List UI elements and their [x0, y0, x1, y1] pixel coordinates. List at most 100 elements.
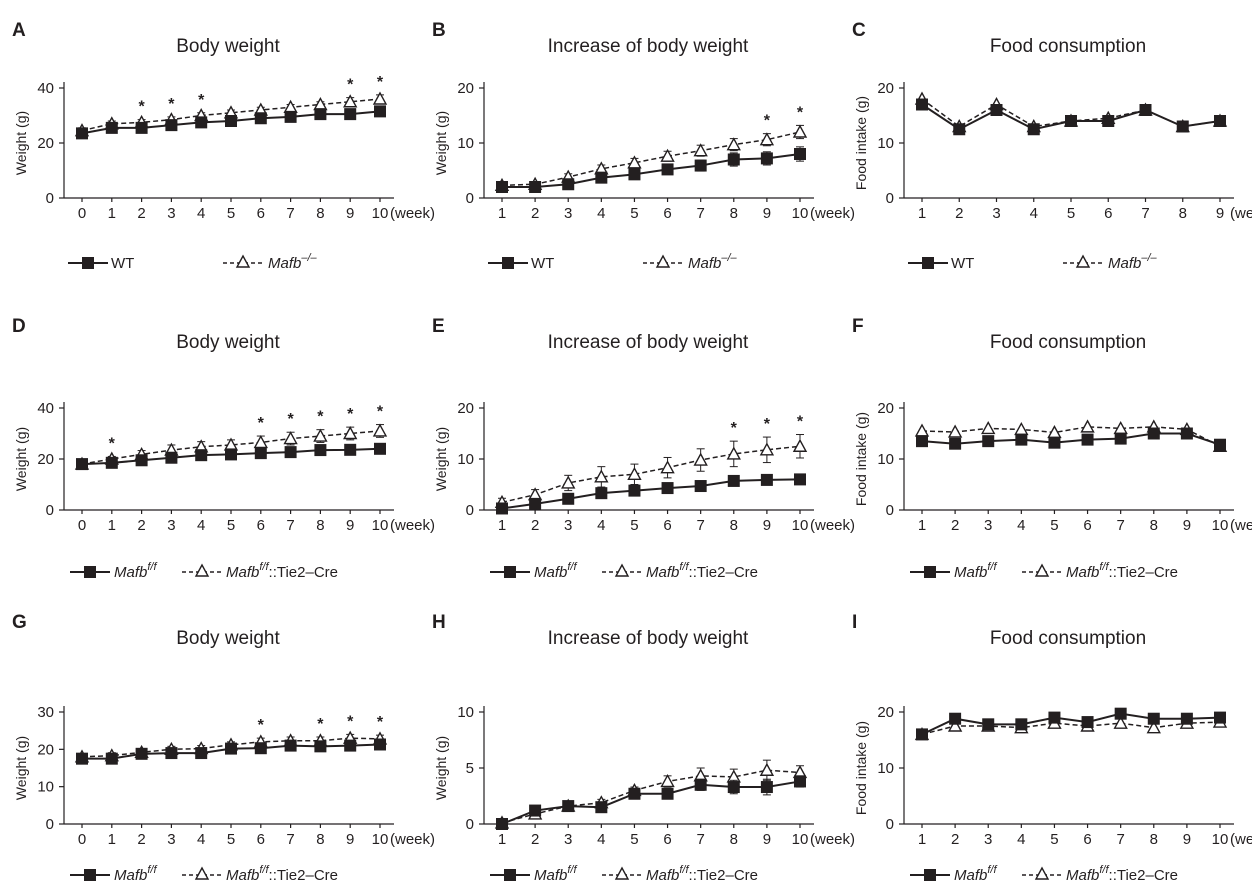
series-line — [502, 153, 801, 188]
data-point-square — [760, 152, 773, 165]
x-tick-label: 2 — [137, 831, 145, 848]
data-point-square — [595, 801, 608, 814]
data-point-square — [1081, 433, 1094, 446]
x-tick-label: 3 — [564, 205, 572, 222]
chart-title: Increase of body weight — [548, 332, 749, 353]
legend-label-tie2-main: Mafb — [1066, 564, 1099, 581]
data-point-square — [135, 454, 148, 467]
significance-asterisk: * — [287, 411, 294, 428]
x-tick-label: 6 — [663, 517, 671, 534]
legend-label-tie2-suffix: ::Tie2–Cre — [689, 867, 758, 884]
data-point-triangle — [343, 426, 358, 440]
chart-svg: C Food consumption Food intake (g) 0 10 20 1 2 3… — [852, 20, 1252, 272]
x-tick-label: 10 — [792, 205, 809, 222]
legend-label-tie2-sup: f/f — [259, 864, 269, 876]
panel-letter: I — [852, 612, 857, 633]
data-point-triangle — [283, 99, 298, 113]
x-tick-label: 6 — [1083, 517, 1091, 534]
y-tick-label: 10 — [877, 135, 894, 152]
x-tick-label: 5 — [1067, 205, 1075, 222]
data-point-triangle — [627, 155, 642, 169]
series-solid — [76, 105, 386, 140]
data-point-square — [225, 115, 237, 127]
significance-asterisk: * — [258, 415, 265, 432]
data-point-square — [195, 116, 208, 129]
data-point-triangle — [660, 148, 675, 162]
data-point-triangle — [693, 452, 708, 466]
legend-label-tie2: Mafbf/f::Tie2–Cre — [646, 864, 758, 884]
x-tick-label: 4 — [597, 831, 605, 848]
x-tick-label: 4 — [1017, 517, 1025, 534]
x-tick-label: 6 — [663, 205, 671, 222]
x-tick-label: 4 — [197, 831, 205, 848]
chart-svg: I Food consumption Food intake (g) 0 10 20 1 2 3… — [852, 612, 1252, 884]
x-tick-label: 7 — [696, 831, 704, 848]
legend-triangle-marker — [614, 866, 630, 880]
legend-label-flox-sup: f/f — [987, 561, 997, 573]
significance-asterisk: * — [377, 404, 384, 421]
data-point-square — [374, 442, 386, 455]
x-tick-label: 0 — [78, 517, 86, 534]
data-point-square — [496, 818, 508, 830]
y-axis-label: Weight (g) — [13, 111, 29, 175]
data-point-square — [562, 492, 575, 505]
data-point-square — [1015, 718, 1028, 731]
data-point-triangle — [372, 423, 388, 437]
data-point-square — [105, 752, 118, 765]
panel-letter: C — [852, 20, 866, 41]
data-point-triangle — [561, 475, 576, 489]
legend-triangle-marker — [1075, 254, 1091, 268]
panel-letter: F — [852, 316, 864, 337]
y-axis-label: Weight (g) — [13, 736, 29, 800]
y-tick-label: 0 — [46, 502, 54, 519]
data-point-square — [1139, 104, 1152, 116]
data-point-square — [529, 181, 542, 193]
legend-triangle-marker — [194, 866, 210, 880]
data-point-square — [990, 104, 1003, 116]
chart-panel-f: F Food consumption Food intake (g) 0 10 20 1 2 3… — [840, 296, 1252, 592]
data-point-square — [529, 804, 542, 817]
series-solid — [916, 427, 1226, 451]
y-tick-label: 20 — [877, 80, 894, 97]
series-solid — [496, 473, 806, 515]
data-point-square — [284, 110, 297, 123]
data-point-square — [195, 449, 208, 462]
y-tick-label: 20 — [457, 80, 474, 97]
data-point-square — [760, 781, 773, 794]
data-point-triangle — [343, 94, 358, 108]
data-point-square — [1147, 427, 1160, 440]
y-axis-label: Food intake (g) — [853, 412, 869, 506]
series-line — [501, 478, 801, 510]
x-tick-label: 1 — [498, 831, 506, 848]
significance-asterisk: * — [347, 77, 354, 94]
x-axis-unit: (week) — [390, 831, 435, 848]
data-point-triangle — [792, 438, 808, 452]
data-point-square — [1147, 712, 1160, 725]
data-point-square — [1114, 432, 1127, 445]
legend-label-ko-main: Mafb — [1108, 255, 1141, 272]
x-tick-label: 10 — [372, 205, 389, 222]
chart-panel-e: E Increase of body weight Weight (g) 0 10 20 1… — [420, 296, 855, 592]
legend-label-flox-main: Mafb — [534, 564, 567, 581]
data-point-square — [1065, 115, 1077, 127]
data-point-triangle — [1014, 421, 1029, 436]
legend-square-marker — [924, 566, 936, 578]
data-point-square — [562, 178, 575, 191]
x-axis-unit: (week) — [810, 517, 855, 534]
legend-label-flox-main: Mafb — [534, 867, 567, 884]
chart-svg: E Increase of body weight Weight (g) 0 10 20 1… — [432, 316, 855, 581]
x-tick-label: 6 — [663, 831, 671, 848]
y-axis-label: Weight (g) — [433, 111, 449, 175]
y-tick-label: 10 — [877, 451, 894, 468]
legend-label-wt: WT — [951, 255, 974, 272]
y-tick-label: 20 — [37, 741, 54, 758]
legend-label-flox-main: Mafb — [954, 867, 987, 884]
legend-label-flox: Mafbf/f — [114, 864, 157, 884]
legend-label-flox-sup: f/f — [567, 561, 577, 573]
chart-svg: B Increase of body weight Weight (g) 0 10 20 1… — [432, 20, 855, 272]
x-tick-label: 9 — [763, 205, 771, 222]
legend: WT Mafb–/– — [908, 252, 1158, 272]
x-axis-unit: (week) — [1230, 205, 1252, 222]
legend-label-ko-main: Mafb — [268, 255, 301, 272]
data-point-triangle — [792, 124, 808, 138]
